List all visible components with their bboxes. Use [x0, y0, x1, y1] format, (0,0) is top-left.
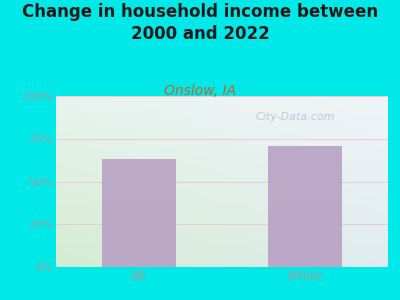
Text: Change in household income between
2000 and 2022: Change in household income between 2000 … — [22, 3, 378, 43]
Text: City-Data.com: City-Data.com — [255, 112, 335, 122]
Bar — [102, 159, 176, 267]
Text: Onslow, IA: Onslow, IA — [164, 84, 236, 98]
Bar — [268, 146, 342, 267]
